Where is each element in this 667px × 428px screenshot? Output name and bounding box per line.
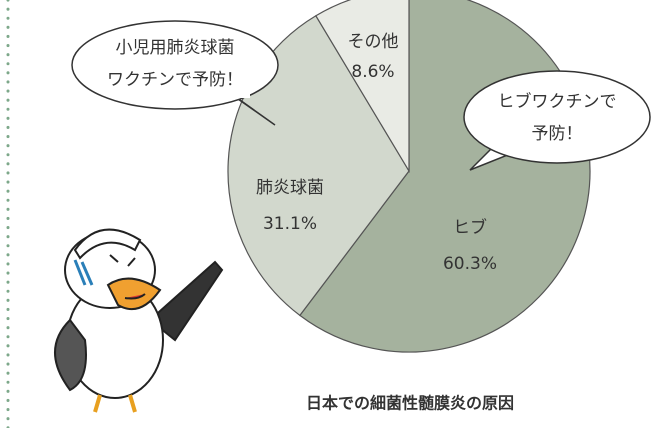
bubble-text: ワクチンで予防！ [107, 70, 243, 90]
bubble-join [495, 138, 517, 148]
bubble-join [230, 90, 250, 98]
bubble-text: 小児用肺炎球菌 [116, 38, 235, 58]
slice-label: その他 [348, 32, 399, 52]
value-label: 31.1% [263, 214, 317, 234]
chart: 小児用肺炎球菌 ワクチンで予防！ ヒブワクチンで 予防！ 日本での細菌性髄膜炎の… [0, 0, 667, 428]
value-label: 8.6% [351, 62, 394, 82]
bubble-text: 予防！ [532, 124, 583, 144]
slice-label: 肺炎球菌 [256, 178, 324, 198]
pie [228, 0, 590, 352]
bubble-text: ヒブワクチンで [498, 91, 617, 112]
bird-illustration [55, 230, 222, 412]
slice-label: ヒブ [453, 217, 487, 238]
chart-title: 日本での細菌性髄膜炎の原因 [306, 394, 514, 413]
value-label: 60.3% [443, 254, 497, 274]
